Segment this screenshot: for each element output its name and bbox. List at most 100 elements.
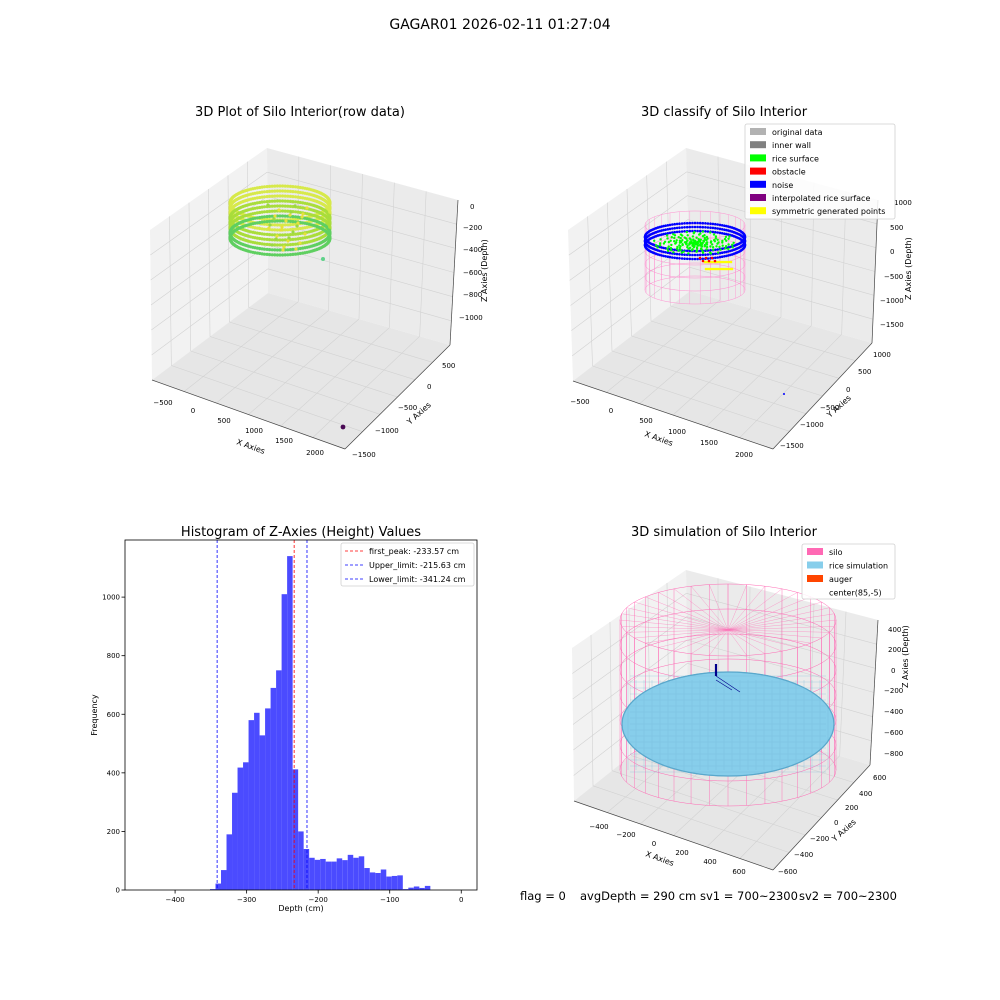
- data-point: [326, 231, 330, 235]
- data-point: [286, 209, 290, 213]
- data-point: [246, 249, 251, 253]
- data-point: [275, 253, 279, 257]
- data-point: [283, 238, 287, 242]
- noise-point: [644, 237, 647, 241]
- noise-point: [649, 246, 652, 249]
- data-point: [273, 214, 277, 218]
- data-point: [301, 211, 305, 215]
- rice-point: [709, 252, 713, 255]
- data-point: [317, 212, 321, 216]
- simulation-3d-y-tick: 600: [873, 774, 886, 782]
- data-point: [296, 185, 300, 189]
- grid-line: [780, 173, 783, 318]
- data-point: [255, 231, 259, 235]
- noise-point: [671, 231, 674, 234]
- data-point: [286, 218, 290, 222]
- data-point: [318, 246, 323, 250]
- histogram-bar: [298, 831, 304, 890]
- rice-point: [701, 235, 705, 238]
- rice-point: [706, 241, 709, 244]
- noise-point: [727, 254, 730, 257]
- data-point: [268, 253, 272, 257]
- legend-swatch: [750, 167, 766, 175]
- pane-back: [686, 570, 878, 765]
- rice-point: [695, 249, 699, 252]
- silo-roof-line: [727, 596, 811, 631]
- rice-point: [678, 239, 682, 242]
- data-point: [262, 185, 267, 189]
- noise-point: [704, 249, 707, 252]
- data-point: [268, 233, 272, 237]
- axis-line-x: [572, 380, 774, 450]
- data-point: [255, 221, 259, 225]
- data-point: [249, 235, 253, 239]
- data-point: [307, 225, 311, 229]
- rice-point: [705, 242, 708, 245]
- data-point: [309, 219, 314, 223]
- legend-swatch: [750, 128, 766, 135]
- noise-point: [716, 231, 719, 234]
- data-point: [315, 225, 319, 229]
- data-point: [228, 209, 232, 213]
- data-point: [313, 248, 317, 252]
- noise-point: [644, 237, 647, 241]
- noise-point: [668, 255, 672, 259]
- noise-point: [743, 241, 746, 244]
- data-point: [251, 230, 255, 234]
- data-point: [317, 200, 321, 204]
- pane-left: [150, 148, 268, 380]
- data-point: [301, 212, 305, 216]
- data-point: [255, 211, 259, 215]
- data-point: [323, 209, 327, 213]
- data-point: [241, 225, 245, 229]
- data-point: [320, 235, 324, 239]
- noise-point: [740, 234, 743, 238]
- axis-line-z: [869, 619, 879, 766]
- data-point: [265, 242, 269, 246]
- data-point: [239, 232, 243, 236]
- data-point: [278, 218, 282, 222]
- data-point: [326, 232, 330, 236]
- rice-point: [691, 243, 694, 246]
- rice-point: [701, 251, 705, 254]
- noise-point: [742, 240, 746, 244]
- data-point: [251, 250, 255, 254]
- data-point: [284, 219, 288, 223]
- data-point: [311, 213, 316, 217]
- raw-3d-z-tick: −600: [463, 269, 482, 277]
- noise-point: [685, 249, 689, 253]
- data-point: [262, 237, 267, 241]
- data-point: [328, 217, 332, 221]
- data-point: [283, 209, 287, 213]
- data-point: [260, 222, 264, 226]
- data-point: [298, 231, 302, 236]
- legend-label: auger: [829, 575, 853, 584]
- rice-point: [691, 242, 694, 245]
- classify-3d-z-tick: 1000: [894, 199, 912, 207]
- data-point: [275, 204, 279, 208]
- symmetric-point: [727, 260, 731, 264]
- data-point: [229, 209, 233, 214]
- histogram-bar: [210, 889, 216, 890]
- data-point: [231, 230, 235, 234]
- data-point: [228, 205, 232, 209]
- data-point: [230, 212, 234, 216]
- noise-point: [741, 244, 744, 247]
- noise-point: [678, 253, 681, 256]
- noise-point: [649, 229, 652, 232]
- noise-point: [742, 236, 746, 240]
- rice-point: [666, 237, 669, 240]
- rice-point: [677, 249, 680, 252]
- data-point: [235, 209, 239, 214]
- noise-point: [743, 234, 746, 237]
- data-point: [327, 234, 331, 239]
- noise-point: [660, 246, 663, 249]
- grid-line: [312, 336, 420, 438]
- grid-line: [687, 219, 876, 272]
- grid-line: [607, 202, 613, 352]
- data-point: [273, 233, 277, 237]
- data-point: [311, 223, 316, 227]
- rice-point: [666, 247, 669, 250]
- silo-ring: [644, 236, 746, 266]
- rice-point: [702, 240, 706, 243]
